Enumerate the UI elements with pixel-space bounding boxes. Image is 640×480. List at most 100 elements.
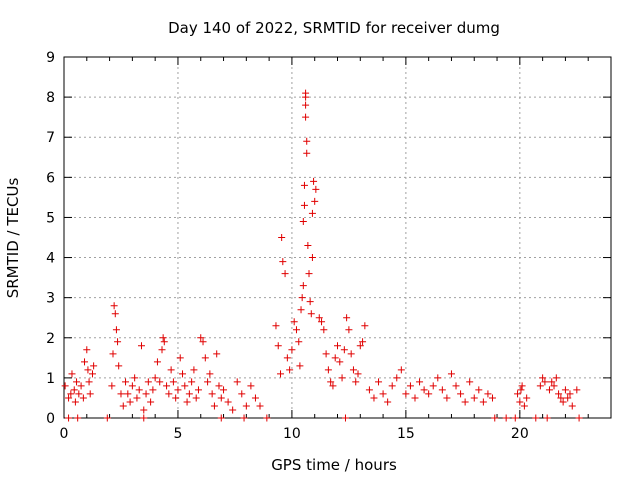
data-point xyxy=(90,362,98,370)
data-point xyxy=(302,89,310,97)
data-point xyxy=(402,390,410,398)
data-point xyxy=(208,390,216,398)
data-point xyxy=(491,414,499,422)
data-point xyxy=(327,378,335,386)
data-point xyxy=(192,394,200,402)
x-tick-label: 5 xyxy=(173,426,182,442)
data-point xyxy=(274,342,282,350)
data-point xyxy=(217,414,225,422)
data-point xyxy=(206,370,214,378)
data-point xyxy=(310,177,318,185)
y-tick-label: 6 xyxy=(46,170,55,186)
data-point xyxy=(302,101,310,109)
data-point xyxy=(479,398,487,406)
data-point xyxy=(320,326,328,334)
data-point xyxy=(488,394,496,402)
data-point xyxy=(520,402,528,410)
data-point xyxy=(349,366,357,374)
data-point xyxy=(566,390,574,398)
data-point xyxy=(163,382,171,390)
data-point xyxy=(242,402,250,410)
data-point xyxy=(341,414,349,422)
data-point xyxy=(354,370,362,378)
data-point xyxy=(384,398,392,406)
data-point xyxy=(511,414,519,422)
data-point xyxy=(176,354,184,362)
data-point xyxy=(305,270,313,278)
data-point xyxy=(201,354,209,362)
data-point xyxy=(81,358,89,366)
data-point xyxy=(65,394,73,402)
chart-title: Day 140 of 2022, SRMTID for receiver dum… xyxy=(168,19,500,37)
data-point xyxy=(484,390,492,398)
y-axis-label: SRMTID / TECUs xyxy=(4,178,22,299)
data-point xyxy=(128,382,136,390)
data-point xyxy=(263,414,271,422)
data-point xyxy=(188,378,196,386)
data-point xyxy=(281,270,289,278)
y-tick-label: 0 xyxy=(46,411,55,427)
data-point xyxy=(68,370,76,378)
data-point xyxy=(142,390,150,398)
data-point xyxy=(147,398,155,406)
data-point xyxy=(153,358,161,366)
data-point xyxy=(318,318,326,326)
y-tick-label: 9 xyxy=(46,50,55,66)
data-point xyxy=(158,346,166,354)
data-point xyxy=(365,386,373,394)
data-point xyxy=(308,209,316,217)
data-point xyxy=(109,350,117,358)
data-point xyxy=(532,414,540,422)
data-point xyxy=(375,378,383,386)
data-point xyxy=(296,362,304,370)
data-point xyxy=(88,370,96,378)
data-point xyxy=(461,398,469,406)
data-point xyxy=(114,338,122,346)
data-point xyxy=(338,374,346,382)
data-point xyxy=(122,378,130,386)
data-point xyxy=(352,378,360,386)
data-point xyxy=(140,414,148,422)
data-point xyxy=(573,386,581,394)
data-point xyxy=(292,326,300,334)
ticks: 0 5 10 15 20 0 1 2 3 4 5 6 7 8 9 xyxy=(46,50,612,442)
data-point xyxy=(343,314,351,322)
data-point xyxy=(559,398,567,406)
data-point xyxy=(443,394,451,402)
data-point xyxy=(277,370,285,378)
data-point xyxy=(229,406,237,414)
data-point xyxy=(466,378,474,386)
data-point xyxy=(224,398,232,406)
data-points xyxy=(61,89,583,422)
data-point xyxy=(434,374,442,382)
data-point xyxy=(370,394,378,402)
data-point xyxy=(79,394,87,402)
y-tick-label: 8 xyxy=(46,90,55,106)
data-point xyxy=(272,322,280,330)
data-point xyxy=(345,326,353,334)
data-point xyxy=(251,394,259,402)
data-point xyxy=(190,366,198,374)
data-point xyxy=(103,414,111,422)
data-point xyxy=(303,137,311,145)
data-point xyxy=(126,398,134,406)
data-point xyxy=(334,342,341,350)
data-point xyxy=(557,394,565,402)
data-point xyxy=(83,346,91,354)
data-point xyxy=(71,398,79,406)
data-point xyxy=(256,402,264,410)
data-point xyxy=(420,386,428,394)
data-point xyxy=(307,310,315,318)
data-point xyxy=(140,406,148,414)
data-point xyxy=(283,354,291,362)
data-point xyxy=(564,394,572,402)
data-point xyxy=(74,414,82,422)
data-point xyxy=(278,234,286,241)
data-point xyxy=(457,390,465,398)
data-point xyxy=(312,185,320,193)
data-point xyxy=(247,382,255,390)
data-point xyxy=(84,366,92,374)
data-point xyxy=(545,386,553,394)
data-point xyxy=(151,374,159,382)
